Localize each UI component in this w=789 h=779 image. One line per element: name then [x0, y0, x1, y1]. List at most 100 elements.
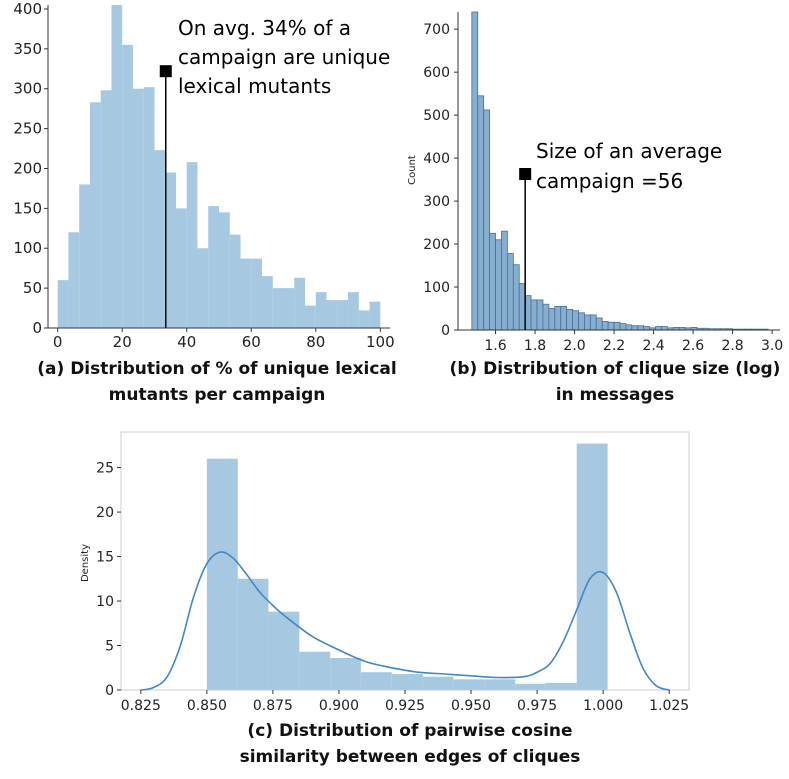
- panel-c-bar: [237, 578, 269, 690]
- panel-c-x-tick-label: 0.900: [319, 698, 359, 714]
- panel-a-bar: [175, 208, 187, 328]
- panel-b-x-tick-label: 2.4: [642, 338, 664, 354]
- panel-b-bar: [506, 253, 514, 331]
- panel-a-y-tick-label: 350: [13, 40, 42, 58]
- panel-c-bar: [515, 683, 546, 690]
- panel-b-x-tick-label: 1.8: [524, 338, 546, 354]
- panel-c-y-tick-label: 10: [96, 594, 114, 610]
- panel-a-bar: [100, 90, 112, 328]
- panel-a-bar: [165, 172, 176, 328]
- panel-c-x-tick-label: 0.950: [451, 698, 491, 714]
- panel-b-bar: [518, 283, 526, 331]
- panel-b-bar: [661, 326, 668, 331]
- panel-b-bar: [548, 308, 556, 331]
- panel-b-caption-line-1: (b) Distribution of clique size (log): [450, 359, 781, 379]
- panel-b-bar: [566, 308, 573, 331]
- panel-b-bar: [625, 324, 633, 331]
- panel-b-y-label: Count: [407, 155, 418, 185]
- panel-b-bar: [601, 321, 609, 331]
- panel-a-bar: [358, 310, 370, 328]
- panel-b-bar: [595, 317, 603, 331]
- panel-a-y-tick-label: 300: [13, 80, 42, 98]
- panel-b-y-tick-label: 400: [423, 151, 450, 167]
- panel-a-x-tick-label: 60: [242, 333, 261, 351]
- panel-c-bar: [422, 676, 454, 690]
- panel-b-bar: [613, 321, 621, 331]
- panel-c-y-tick-label: 20: [96, 505, 114, 521]
- panel-b-y-tick-label: 0: [441, 323, 450, 339]
- panel-a-bar: [262, 276, 273, 328]
- panel-a-bar: [143, 87, 155, 328]
- panel-c-x-tick-label: 0.975: [517, 698, 557, 714]
- panel-a-bar: [283, 288, 295, 328]
- panel-b-y-tick-label: 500: [423, 108, 450, 124]
- panel-c-bar: [453, 679, 485, 690]
- panel-a-marker-square: [159, 65, 172, 78]
- panel-c-bar: [206, 458, 238, 690]
- panel-c-bar: [268, 611, 300, 690]
- panel-b-annotation-line-2: campaign =56: [536, 169, 683, 193]
- panel-b-bar: [489, 232, 496, 331]
- panel-c-bar: [360, 672, 392, 690]
- panel-c-bar: [391, 673, 423, 690]
- panel-a-caption-line-1: (a) Distribution of % of unique lexical: [37, 359, 396, 379]
- panel-a-bar: [132, 88, 144, 328]
- panel-c-bar: [484, 679, 516, 690]
- panel-c-y-tick-label: 25: [96, 461, 114, 477]
- panel-a-bar: [315, 292, 327, 328]
- panel-a-bar: [186, 162, 198, 328]
- panel-b-bar: [637, 325, 645, 331]
- panel-a-x-tick-label: 40: [177, 333, 196, 351]
- panel-a-bar: [337, 300, 349, 328]
- panel-a-lexical-mutants: 0 50 100 150 200 250 300 350 400 0 20 40 60 80 100 On…: [13, 0, 396, 405]
- panel-a-x-tick-label: 100: [366, 333, 395, 351]
- panel-b-bar: [560, 305, 568, 331]
- panel-b-x-tick-label: 2.8: [721, 338, 743, 354]
- panel-c-bar: [545, 682, 577, 690]
- panel-b-bar: [512, 264, 520, 331]
- panel-b-y-tick-label: 100: [423, 280, 450, 296]
- panel-a-y-tick-label: 150: [13, 199, 42, 217]
- panel-a-bar: [219, 212, 230, 328]
- panel-b-clique-size: 0 100 200 300 400 500 600 700 1.6 1.8 2.0 2.2 2.4 2.…: [407, 11, 783, 405]
- panel-a-bar: [68, 232, 80, 328]
- panel-b-bar: [530, 299, 538, 331]
- panel-b-x-tick-label: 2.2: [603, 338, 625, 354]
- panel-b-marker-square: [519, 168, 532, 181]
- panel-b-x-tick-label: 2.6: [682, 338, 704, 354]
- panel-a-bar: [294, 277, 306, 328]
- panel-a-bar: [251, 258, 263, 328]
- panel-b-y-tick-label: 600: [423, 65, 450, 81]
- panel-b-y-tick-label: 300: [423, 194, 450, 210]
- panel-b-bar: [578, 312, 585, 331]
- panel-c-x-tick-label: 0.875: [253, 698, 293, 714]
- panel-b-x-tick-label: 3.0: [761, 338, 783, 354]
- panel-b-bar: [501, 230, 508, 331]
- panel-a-x-tick-label: 80: [306, 333, 325, 351]
- panel-a-bar: [208, 205, 219, 328]
- panel-a-bar: [197, 248, 209, 328]
- panel-c-bar: [576, 443, 608, 690]
- panel-c-x-tick-label: 0.825: [121, 698, 161, 714]
- panel-b-caption-line-2: in messages: [556, 385, 675, 405]
- panel-b-bar: [589, 314, 597, 331]
- panel-a-bar: [348, 292, 359, 328]
- panel-b-x-tick-label: 2.0: [563, 338, 585, 354]
- panel-b-bar: [631, 325, 639, 331]
- panel-c-y-tick-label: 5: [105, 639, 114, 655]
- panel-b-bar: [524, 295, 532, 331]
- panel-a-bar: [122, 44, 133, 328]
- panel-b-bar: [655, 326, 662, 331]
- panel-b-bar: [619, 323, 627, 331]
- panel-b-bar: [643, 326, 651, 331]
- panel-a-x-tick-label: 0: [53, 333, 63, 351]
- panel-c-x-tick-label: 1.000: [583, 698, 623, 714]
- panel-c-caption-line-1: (c) Distribution of pairwise cosine: [247, 721, 572, 741]
- panel-a-caption-line-2: mutants per campaign: [109, 385, 326, 405]
- panel-b-bar: [542, 303, 550, 331]
- panel-c-x-tick-label: 0.850: [187, 698, 227, 714]
- panel-b-y-tick-label: 700: [423, 22, 450, 38]
- panel-a-bar: [272, 288, 284, 328]
- panel-a-y-tick-label: 0: [32, 319, 42, 337]
